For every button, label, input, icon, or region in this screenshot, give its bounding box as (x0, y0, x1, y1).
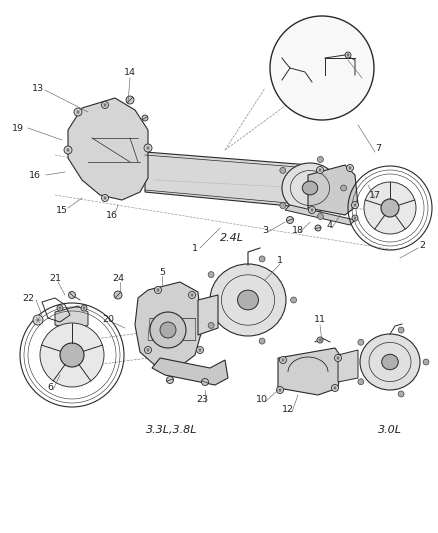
Text: 5: 5 (159, 268, 165, 277)
Polygon shape (337, 350, 357, 382)
Circle shape (357, 379, 363, 385)
Circle shape (208, 322, 214, 328)
Circle shape (316, 166, 323, 174)
Text: 17: 17 (368, 190, 380, 199)
Circle shape (314, 225, 320, 231)
Circle shape (340, 185, 346, 191)
Polygon shape (307, 165, 357, 215)
Text: 21: 21 (49, 273, 61, 282)
Circle shape (81, 305, 87, 311)
Circle shape (276, 386, 283, 393)
Text: 4: 4 (326, 221, 332, 230)
Circle shape (150, 312, 186, 348)
Circle shape (346, 165, 353, 172)
Text: 13: 13 (32, 84, 44, 93)
Text: 1: 1 (276, 255, 283, 264)
Text: 24: 24 (112, 273, 124, 282)
Ellipse shape (359, 334, 419, 390)
Circle shape (144, 346, 151, 353)
Circle shape (144, 144, 152, 152)
Text: 1: 1 (191, 244, 198, 253)
Text: 15: 15 (56, 206, 68, 214)
Circle shape (269, 16, 373, 120)
Circle shape (380, 199, 398, 217)
Ellipse shape (381, 354, 397, 370)
Circle shape (64, 146, 72, 154)
Circle shape (316, 337, 322, 343)
Circle shape (422, 359, 428, 365)
Circle shape (397, 327, 403, 333)
Circle shape (126, 96, 134, 104)
Text: 23: 23 (195, 395, 208, 405)
Circle shape (101, 195, 108, 201)
Circle shape (208, 272, 214, 278)
Text: 3.0L: 3.0L (377, 425, 401, 435)
Text: 3: 3 (261, 225, 268, 235)
Circle shape (188, 292, 195, 298)
Text: 12: 12 (281, 406, 293, 415)
Circle shape (74, 108, 82, 116)
Circle shape (201, 378, 208, 385)
Circle shape (114, 291, 122, 299)
Circle shape (286, 216, 293, 223)
Circle shape (317, 214, 323, 220)
Circle shape (279, 357, 286, 364)
Polygon shape (152, 358, 227, 385)
Text: 14: 14 (124, 68, 136, 77)
Circle shape (351, 215, 357, 221)
Text: 2: 2 (418, 240, 424, 249)
Circle shape (290, 297, 296, 303)
Text: 19: 19 (12, 124, 24, 133)
Circle shape (196, 346, 203, 353)
Circle shape (363, 182, 415, 234)
Circle shape (57, 305, 63, 311)
Polygon shape (145, 152, 309, 208)
Circle shape (351, 201, 358, 208)
Circle shape (308, 206, 315, 214)
Circle shape (159, 322, 176, 338)
Text: 16: 16 (106, 211, 118, 220)
Circle shape (279, 167, 285, 173)
Circle shape (154, 287, 161, 294)
Circle shape (68, 292, 75, 298)
Polygon shape (284, 205, 354, 225)
Ellipse shape (209, 264, 285, 336)
Circle shape (357, 339, 363, 345)
Text: 9: 9 (358, 68, 364, 77)
Circle shape (317, 157, 323, 163)
Polygon shape (135, 282, 201, 368)
Circle shape (40, 323, 104, 387)
Text: 11: 11 (313, 316, 325, 325)
Circle shape (397, 391, 403, 397)
Ellipse shape (237, 290, 258, 310)
Text: 2.4L: 2.4L (219, 233, 244, 243)
Polygon shape (198, 295, 218, 335)
Ellipse shape (302, 181, 317, 195)
Circle shape (344, 52, 350, 58)
Polygon shape (55, 306, 88, 330)
Text: 3.3L,3.8L: 3.3L,3.8L (146, 425, 197, 435)
Text: 16: 16 (29, 171, 41, 180)
Text: 18: 18 (291, 225, 303, 235)
Circle shape (166, 376, 173, 384)
Text: 20: 20 (102, 316, 114, 325)
Text: 10: 10 (255, 395, 267, 405)
Circle shape (60, 343, 84, 367)
Circle shape (101, 101, 108, 109)
Polygon shape (68, 98, 148, 200)
Circle shape (334, 354, 341, 361)
Text: 22: 22 (22, 294, 34, 303)
Text: 6: 6 (47, 384, 53, 392)
Text: 7: 7 (374, 143, 380, 152)
Ellipse shape (281, 163, 337, 213)
Circle shape (33, 315, 43, 325)
Circle shape (258, 256, 265, 262)
Circle shape (258, 338, 265, 344)
Polygon shape (277, 348, 341, 395)
Circle shape (141, 115, 148, 121)
Circle shape (279, 203, 285, 208)
Circle shape (331, 384, 338, 392)
